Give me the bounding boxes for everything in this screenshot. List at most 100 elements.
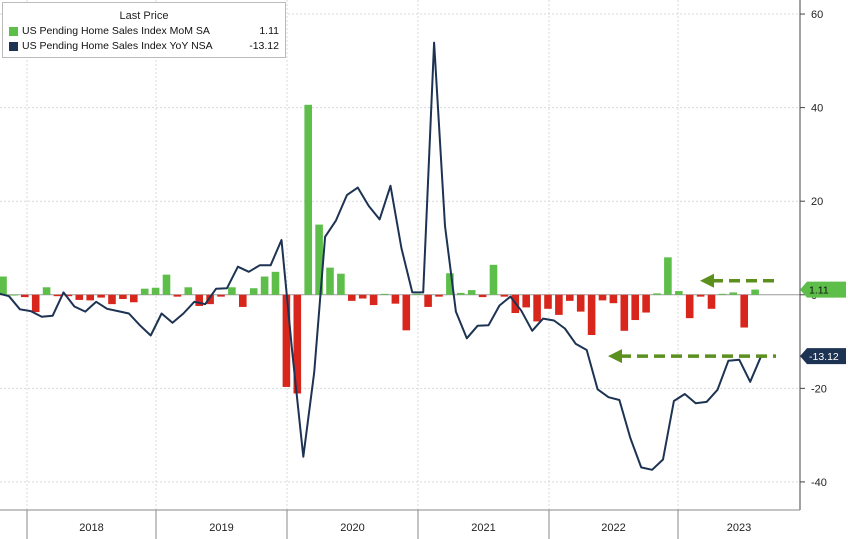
bar-mom [315, 224, 323, 295]
yoy-line [0, 41, 763, 471]
y-tick-label: -20 [811, 383, 827, 395]
bar-mom [729, 292, 738, 295]
value-tag [800, 281, 846, 298]
bar-mom [108, 294, 116, 305]
bar-mom [642, 294, 650, 313]
legend-entry-mom: US Pending Home Sales Index MoM SA 1.11 [9, 25, 279, 39]
bar-mom [576, 294, 585, 312]
bar-mom [631, 294, 639, 321]
bar-mom [587, 294, 596, 336]
line-yoy [0, 41, 763, 471]
bar-mom [358, 294, 367, 299]
bar-mom [348, 294, 356, 301]
bar-mom [522, 294, 530, 308]
y-tick-label: 60 [811, 9, 823, 21]
bar-mom [260, 276, 269, 295]
y-tick-label: -40 [811, 477, 827, 489]
bar-mom [467, 290, 476, 295]
bar-mom [282, 294, 291, 387]
bar-mom [609, 294, 618, 304]
y-tick-label: 40 [811, 103, 823, 115]
bar-mom [293, 294, 302, 394]
bar-mom [75, 294, 84, 300]
x-tick-label: 2019 [209, 522, 233, 534]
legend: Last Price US Pending Home Sales Index M… [2, 2, 286, 58]
legend-title: Last Price [119, 10, 169, 22]
bar-mom [740, 294, 748, 328]
bar-mom [326, 267, 334, 295]
bar-mom [380, 293, 389, 295]
legend-label-mom: US Pending Home Sales Index MoM SA [22, 25, 210, 37]
bar-mom [685, 294, 694, 319]
x-tick-label: 2023 [727, 522, 751, 534]
bar-mom [31, 294, 40, 313]
bar-mom [369, 294, 378, 306]
legend-value-mom: 1.11 [259, 25, 279, 37]
bar-mom [184, 287, 193, 295]
bar-mom [10, 294, 18, 296]
bar-mom [337, 273, 345, 295]
bar-mom [130, 294, 138, 303]
bar-mom [0, 276, 7, 295]
bar-mom [162, 274, 171, 295]
bar-mom [249, 288, 258, 295]
bar-mom [195, 294, 203, 306]
last-value-tags: 1.11 -13.12 [800, 281, 846, 365]
x-tick-label: 2020 [340, 522, 364, 534]
bar-mom [620, 294, 629, 331]
bar-mom [533, 294, 541, 322]
arrow-head [608, 349, 622, 364]
bar-mom [696, 294, 705, 297]
bar-mom [707, 294, 716, 309]
bar-mom [413, 293, 421, 295]
bar-mom [500, 294, 509, 297]
grid-lines [0, 0, 800, 510]
bar-mom [598, 294, 607, 301]
bar-mom [53, 294, 62, 297]
bar-mom [239, 294, 247, 307]
bar-mom [217, 294, 225, 297]
annotation-arrows [608, 273, 776, 364]
bar-mom [489, 264, 498, 295]
bar-mom [42, 287, 51, 295]
bar-mom [478, 294, 487, 298]
bar-mom [97, 294, 105, 298]
x-tick-label: 2022 [601, 522, 625, 534]
bar-mom [566, 294, 574, 301]
bar-mom [424, 294, 432, 307]
mom-bars [0, 104, 759, 394]
bar-mom [446, 273, 454, 295]
bar-mom [228, 287, 236, 295]
y-tick-label: 20 [811, 196, 823, 208]
arrow-head [700, 273, 714, 288]
legend-entry-yoy: US Pending Home Sales Index YoY NSA -13.… [9, 40, 279, 54]
bar-mom [457, 292, 465, 295]
bar-mom [391, 294, 400, 304]
bar-mom [664, 257, 672, 295]
bar-mom [751, 289, 759, 295]
legend-swatch-mom [9, 27, 18, 36]
x-tick-label: 2018 [79, 522, 103, 534]
x-tick-label: 2021 [471, 522, 495, 534]
bar-mom [140, 288, 149, 295]
bar-mom [544, 294, 552, 309]
y-axis: 6040200-20-40 [799, 0, 827, 510]
bar-mom [173, 294, 182, 297]
bar-mom [653, 293, 661, 295]
bar-mom [119, 294, 127, 299]
value-tag-label: 1.11 [809, 285, 829, 297]
x-axis: 2018 2019 2020 2021 2022 2023 [0, 509, 800, 539]
bar-mom [64, 294, 73, 297]
bar-mom [304, 104, 312, 295]
bar-mom [151, 287, 160, 295]
bar-mom [555, 294, 563, 315]
legend-label-yoy: US Pending Home Sales Index YoY NSA [22, 40, 213, 52]
bar-mom [675, 291, 683, 295]
bar-mom [21, 294, 29, 298]
value-tag [800, 348, 846, 365]
bar-mom [271, 271, 280, 295]
bar-mom [718, 293, 727, 295]
legend-value-yoy: -13.12 [249, 40, 279, 52]
legend-swatch-yoy [9, 42, 18, 51]
